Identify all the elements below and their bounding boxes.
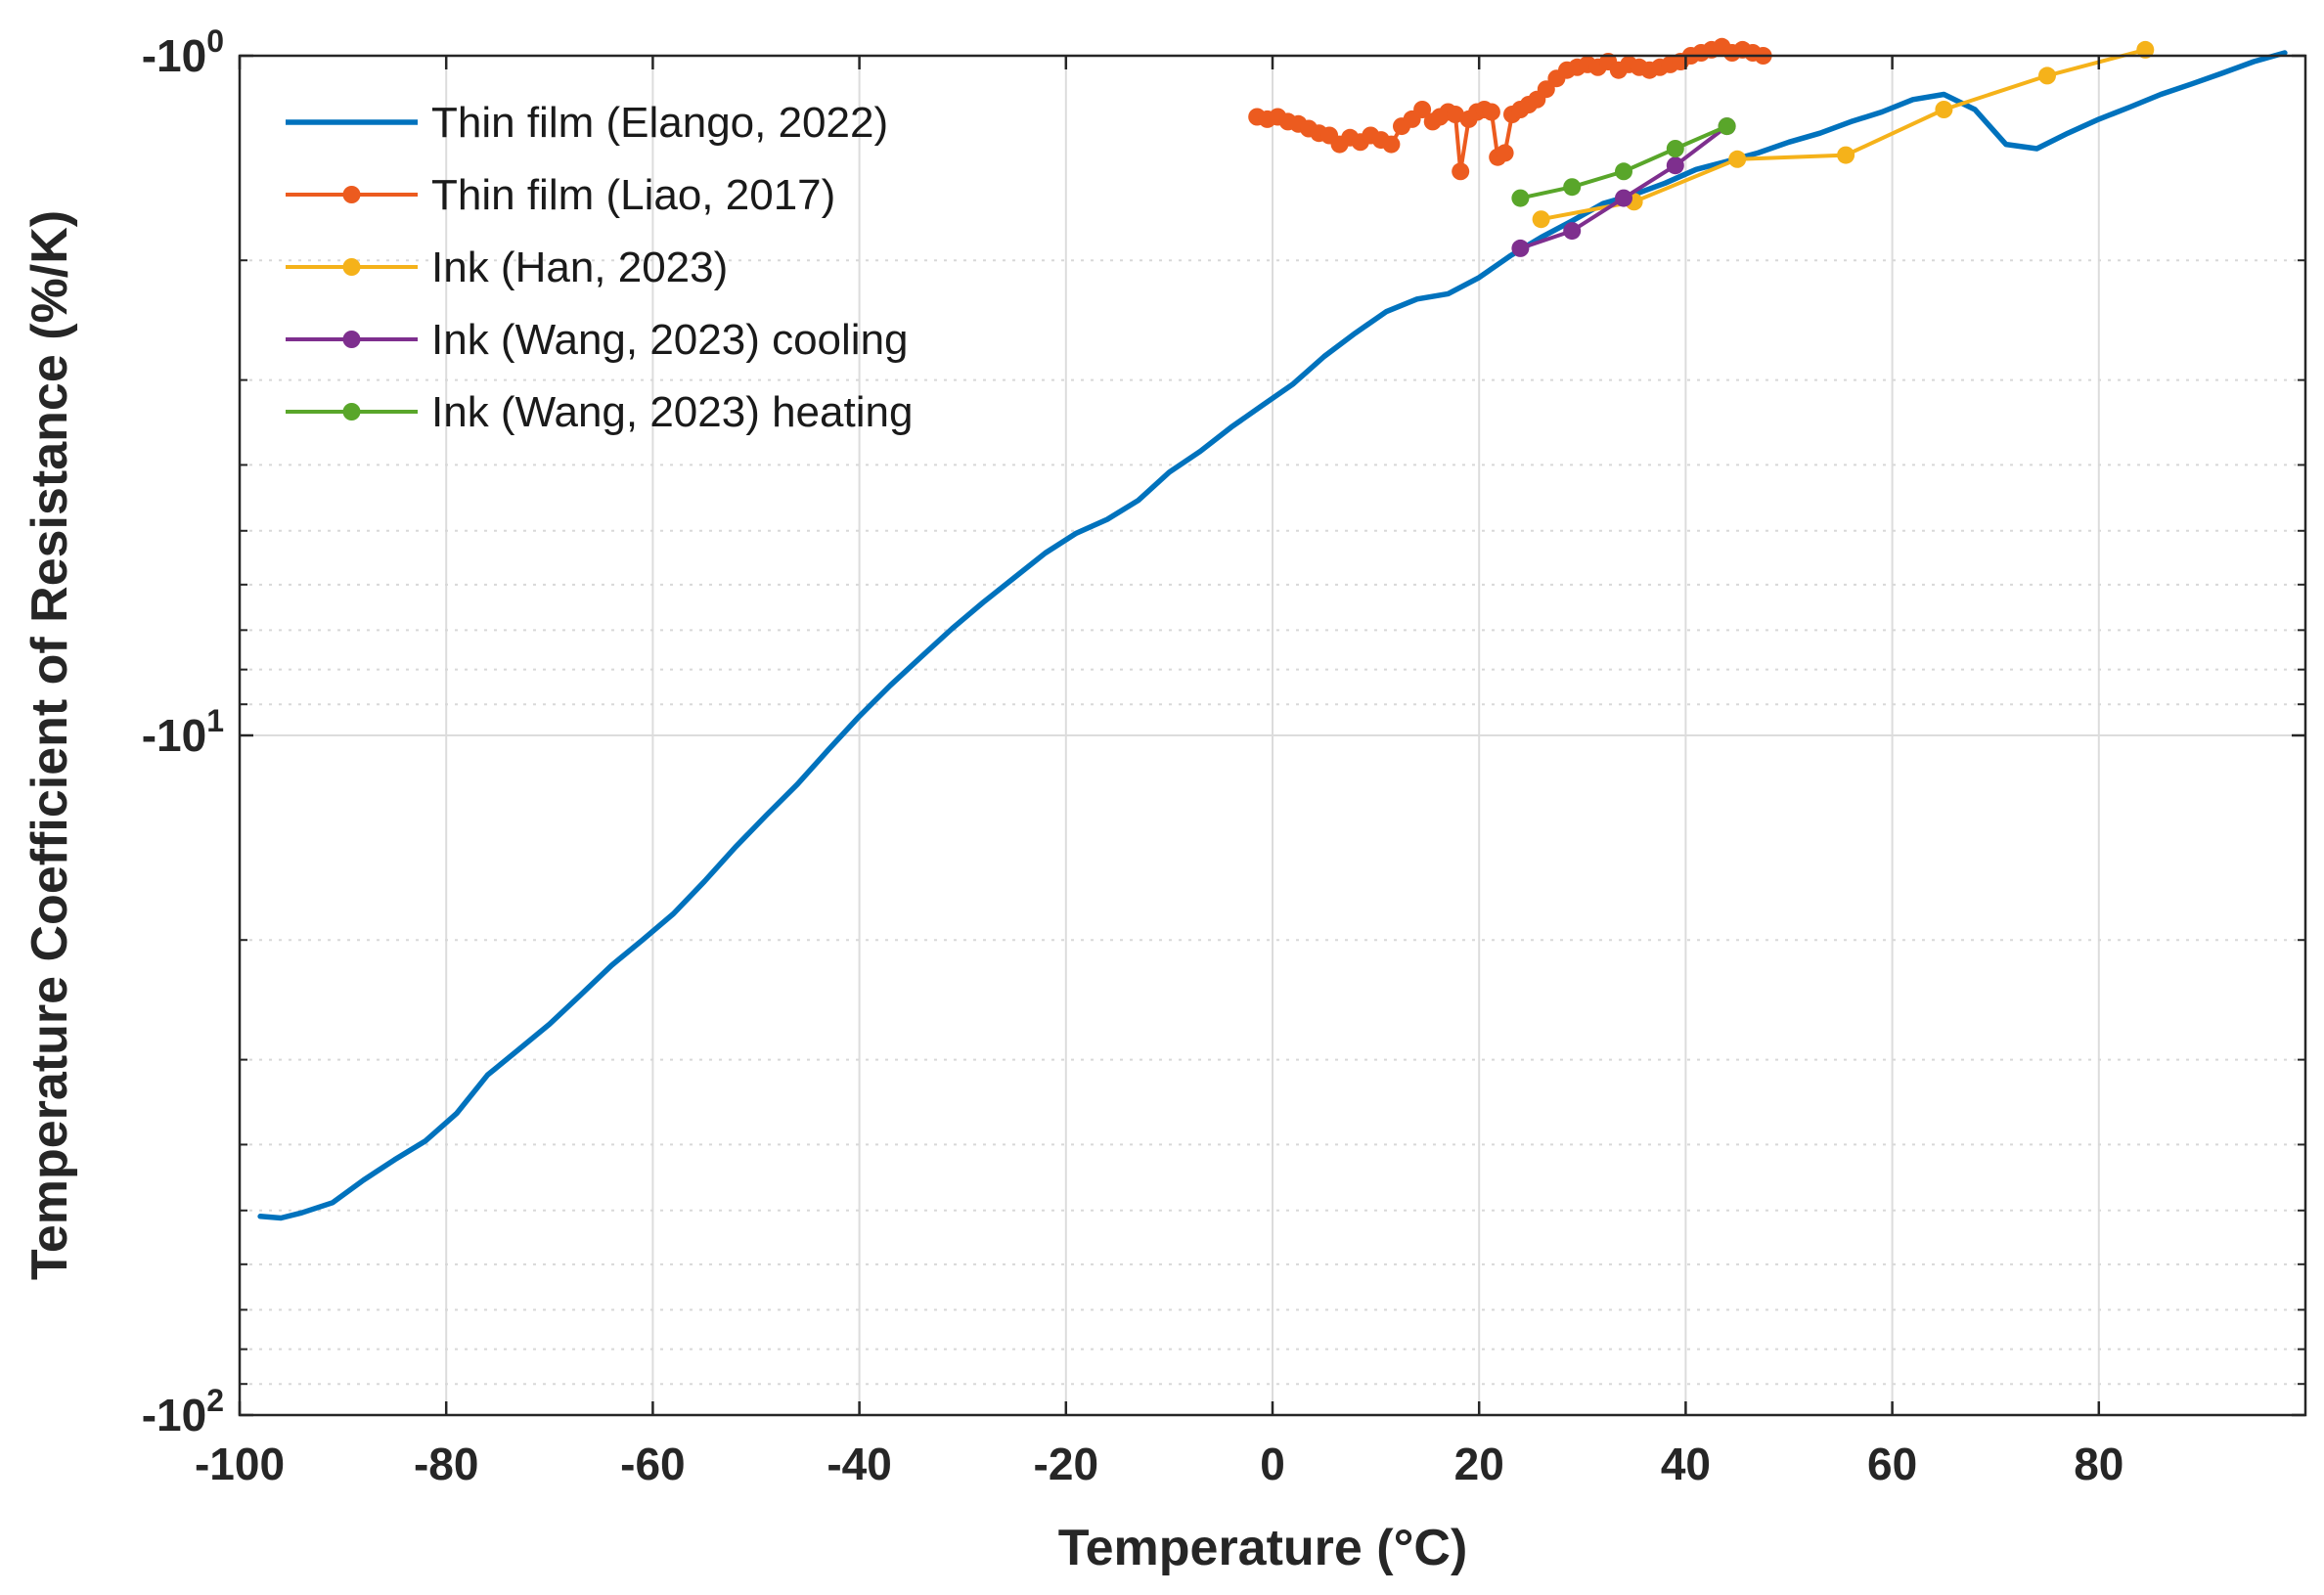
legend-label: Ink (Han, 2023) xyxy=(431,244,728,291)
y-axis-label: Temperature Coefficient of Resistance (%… xyxy=(22,210,78,1280)
x-tick-label: -60 xyxy=(620,1439,685,1489)
data-point xyxy=(1615,162,1632,181)
y-tick-label: -102 xyxy=(142,1383,224,1440)
legend-swatch-marker xyxy=(342,186,361,203)
x-tick-label: 40 xyxy=(1661,1439,1711,1489)
y-tick-base: -10 xyxy=(142,710,206,761)
legend-label: Thin film (Liao, 2017) xyxy=(431,171,835,219)
y-tick-exponent: 2 xyxy=(206,1383,224,1418)
y-tick-exponent: 0 xyxy=(206,23,224,59)
legend-entry: Thin film (Liao, 2017) xyxy=(286,171,835,219)
y-tick-label: -100 xyxy=(142,23,224,81)
y-tick-label: -101 xyxy=(142,703,224,761)
x-tick-label: 80 xyxy=(2074,1439,2123,1489)
data-point xyxy=(1615,189,1632,207)
x-tick-label: 0 xyxy=(1260,1439,1285,1489)
y-tick-exponent: 1 xyxy=(206,703,224,738)
data-point xyxy=(2038,66,2056,85)
data-point xyxy=(1728,150,1747,168)
legend-label: Ink (Wang, 2023) heating xyxy=(431,388,913,436)
x-axis-label: Temperature (°C) xyxy=(1058,1520,1468,1576)
data-point xyxy=(1496,144,1514,162)
x-tick-label: 60 xyxy=(1867,1439,1917,1489)
data-point xyxy=(1718,117,1736,136)
data-point xyxy=(1413,101,1432,118)
data-point xyxy=(1563,178,1582,197)
data-point xyxy=(1511,239,1530,257)
plot-series xyxy=(257,37,2288,1221)
series-line xyxy=(1518,124,1729,200)
data-point xyxy=(1563,222,1582,241)
series-3 xyxy=(1532,40,2155,229)
data-point xyxy=(1511,189,1530,207)
axes: -100 -80 -60 -40 -20 0 20 40 60 80-100-101-102Tem… xyxy=(22,23,2307,1576)
data-point xyxy=(1837,146,1855,164)
data-point xyxy=(2136,40,2155,59)
data-point xyxy=(1666,140,1684,157)
legend-entry: Ink (Wang, 2023) cooling xyxy=(286,316,909,364)
data-point xyxy=(1446,106,1464,123)
legend-swatch-marker xyxy=(342,258,361,276)
series-1 xyxy=(257,50,2288,1221)
x-tick-label: -40 xyxy=(827,1439,891,1489)
legend-label: Thin film (Elango, 2022) xyxy=(431,99,888,147)
series-2 xyxy=(1248,37,1772,181)
y-tick-base: -10 xyxy=(142,30,206,81)
legend-swatch-marker xyxy=(342,331,361,348)
y-tick-base: -10 xyxy=(142,1390,206,1440)
x-tick-label: -100 xyxy=(195,1439,285,1489)
data-point xyxy=(1382,135,1401,154)
legend-swatch-marker xyxy=(342,403,361,421)
series-line xyxy=(257,50,2288,1221)
data-point xyxy=(1452,162,1470,181)
legend-entry: Ink (Han, 2023) xyxy=(286,244,728,291)
legend-label: Ink (Wang, 2023) cooling xyxy=(431,316,909,364)
data-point xyxy=(1482,103,1500,121)
legend-entry: Ink (Wang, 2023) heating xyxy=(286,388,913,436)
x-tick-label: 20 xyxy=(1454,1439,1504,1489)
data-point xyxy=(1532,210,1550,229)
x-tick-label: -80 xyxy=(414,1439,478,1489)
legend-entry: Thin film (Elango, 2022) xyxy=(286,99,888,147)
x-tick-label: -20 xyxy=(1034,1439,1098,1489)
data-point xyxy=(1666,156,1684,175)
series-5 xyxy=(1511,117,1736,207)
data-point xyxy=(1935,101,1953,118)
legend: Thin film (Elango, 2022) Thin film (Liao,… xyxy=(286,99,913,436)
